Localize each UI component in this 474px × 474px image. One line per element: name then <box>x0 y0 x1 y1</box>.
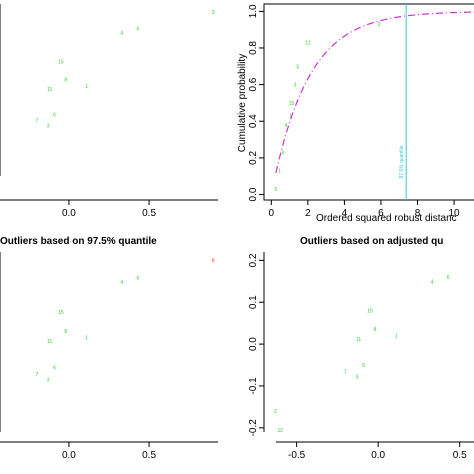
point-label: 11 <box>47 87 52 93</box>
point-label: 7 <box>344 369 347 375</box>
y-tick-label: 0.8 <box>248 41 259 55</box>
x-tick-label: 4 <box>342 208 348 219</box>
point-label: 1 <box>289 114 292 120</box>
point-label: 9 <box>212 259 215 265</box>
title-bottom-right: Outliers based on adjusted qu <box>300 236 443 247</box>
point-label: 6 <box>136 27 139 33</box>
point-label: 8 <box>64 77 67 83</box>
point-label: 5 <box>274 187 277 193</box>
point-label: 4 <box>431 279 434 285</box>
x-tick-label: 10 <box>449 208 461 219</box>
point-label: 12 <box>278 428 284 434</box>
point-label: 6 <box>362 363 365 369</box>
point-label: 3 <box>212 10 215 16</box>
point-label: 2 <box>274 409 277 415</box>
point-label: 11 <box>356 337 361 343</box>
point-label: 1 <box>85 336 88 342</box>
x-tick-label: 0.5 <box>142 450 156 461</box>
quantile-label: 97.5% quantile <box>399 145 405 178</box>
cdf-curve <box>275 11 474 174</box>
point-label: 3 <box>356 374 359 380</box>
y-ticks-top-right: 0.0 0.2 0.4 0.6 0.8 1.0 <box>248 4 264 201</box>
point-label: 7 <box>35 372 38 378</box>
y-tick-label: 0.2 <box>248 253 259 267</box>
y-axis-label-top-right: Cumulative probability <box>237 54 248 152</box>
point-label: 6 <box>53 113 56 119</box>
x-ticks-top-right: 0 2 4 6 8 10 <box>269 200 461 219</box>
x-ticks-bottom-left: 0.0 0.5 <box>62 442 156 461</box>
x-tick-label: 0.0 <box>62 450 76 461</box>
point-label: 6 <box>53 366 56 372</box>
panel-bottom-left: Outliers based on 97.5% quantile 0.0 0.5 … <box>0 236 218 461</box>
x-axis-label-top-right: Ordered squared robust distanc <box>316 213 457 224</box>
y-tick-label: 0.0 <box>248 337 259 351</box>
y-tick-label: 0.6 <box>248 77 259 91</box>
point-label: 1 <box>85 84 88 90</box>
point-label: 15 <box>58 310 64 316</box>
x-tick-label: 0.0 <box>62 208 76 219</box>
x-tick-label: 0.5 <box>453 450 467 461</box>
y-tick-label: -0.2 <box>248 419 259 437</box>
x-tick-label: 0 <box>269 208 275 219</box>
y-tick-label: 0.2 <box>248 150 259 164</box>
point-label: 2 <box>378 22 381 28</box>
point-label: 6 <box>447 275 450 281</box>
point-label: 15 <box>58 59 64 65</box>
plot-frame-top-right <box>263 3 474 201</box>
point-label: 8 <box>374 327 377 333</box>
point-label: 15 <box>367 309 373 315</box>
point-label: 15 <box>289 101 295 107</box>
point-label: 3 <box>294 83 297 89</box>
point-label: 7 <box>35 119 38 125</box>
x-ticks-bottom-right: -0.5 0.0 0.5 <box>288 442 467 461</box>
title-bottom-left: Outliers based on 97.5% quantile <box>0 236 157 247</box>
point-label: 5 <box>296 64 299 70</box>
y-tick-label: 1.0 <box>248 4 259 18</box>
point-label: 4 <box>285 123 288 129</box>
x-tick-label: -0.5 <box>288 450 306 461</box>
x-tick-label: 8 <box>415 208 421 219</box>
point-label: 3 <box>47 124 50 130</box>
y-tick-label: 0.1 <box>248 295 259 309</box>
panel-bottom-right: Outliers based on adjusted qu -0.2 -0.1 0.… <box>248 236 474 461</box>
point-label: 4 <box>120 280 123 286</box>
y-ticks-bottom-right: -0.2 -0.1 0.0 0.1 0.2 <box>248 253 264 436</box>
point-label: 8 <box>64 329 67 335</box>
point-label: 11 <box>47 339 52 345</box>
panel-top-right: 0.0 0.2 0.4 0.6 0.8 1.0 0 2 4 6 8 10 Cumulative pr… <box>237 3 474 224</box>
x-tick-label: 0.0 <box>371 450 385 461</box>
x-ticks-top-left: 0.0 0.5 <box>62 200 156 219</box>
y-tick-label: 0.0 <box>248 187 259 201</box>
point-label: 9 <box>282 150 285 156</box>
point-label: 12 <box>305 40 311 46</box>
x-tick-label: 6 <box>378 208 384 219</box>
point-label: 1 <box>278 169 281 175</box>
y-tick-label: -0.1 <box>248 377 259 395</box>
point-label: 1 <box>395 334 398 340</box>
point-label: 6 <box>136 276 139 282</box>
point-label: 3 <box>47 377 50 383</box>
point-label: 4 <box>120 31 123 37</box>
x-tick-label: 2 <box>305 208 311 219</box>
y-tick-label: 0.4 <box>248 114 259 128</box>
x-tick-label: 0.5 <box>142 208 156 219</box>
